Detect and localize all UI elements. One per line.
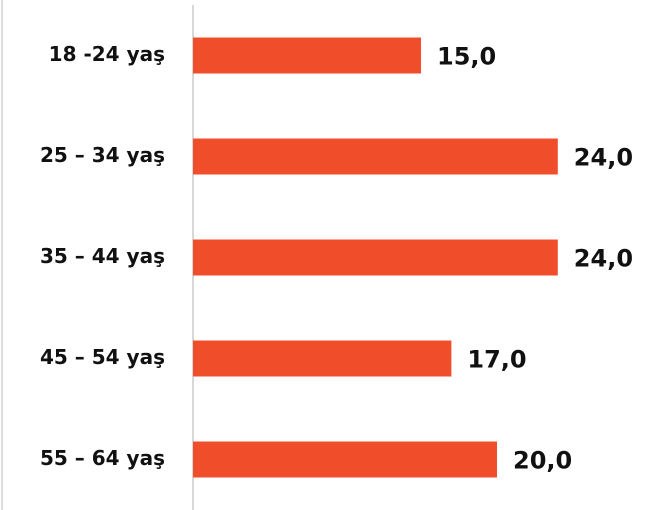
category-label: 45 – 54 yaş [40, 345, 165, 369]
bar [193, 239, 558, 276]
value-label: 24,0 [574, 144, 633, 172]
category-label: 35 – 44 yaş [40, 244, 165, 268]
bar [193, 37, 421, 74]
bar [193, 441, 497, 478]
bar [193, 340, 452, 377]
value-label: 20,0 [513, 447, 572, 475]
value-label: 17,0 [467, 346, 526, 374]
category-label: 25 – 34 yaş [40, 143, 165, 167]
value-label: 24,0 [574, 245, 633, 273]
value-label: 15,0 [437, 43, 496, 71]
category-label: 55 – 64 yaş [40, 446, 165, 470]
bar [193, 138, 558, 175]
category-label: 18 -24 yaş [49, 42, 165, 66]
